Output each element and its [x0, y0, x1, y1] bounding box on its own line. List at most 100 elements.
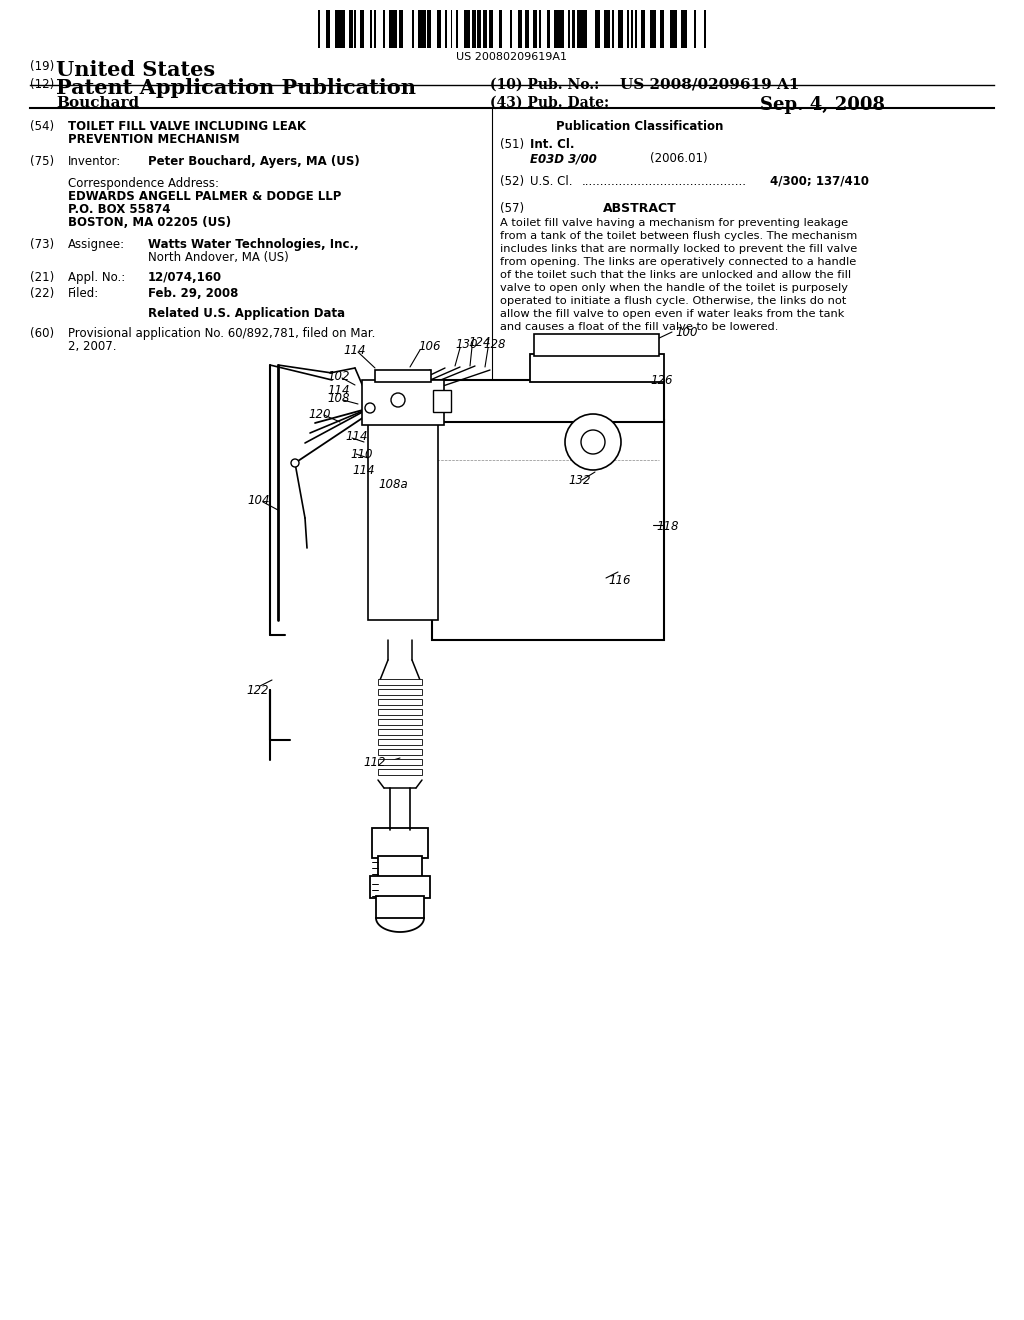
Bar: [525, 11, 529, 48]
Bar: [595, 11, 600, 48]
Text: 4/300; 137/410: 4/300; 137/410: [770, 176, 869, 187]
Bar: [378, 770, 422, 775]
Text: (43) Pub. Date:: (43) Pub. Date:: [490, 96, 609, 110]
Text: Appl. No.:: Appl. No.:: [68, 271, 125, 284]
Circle shape: [365, 403, 375, 413]
Bar: [412, 11, 414, 48]
Text: 118: 118: [656, 520, 679, 533]
Bar: [681, 11, 687, 48]
Bar: [378, 729, 422, 735]
Text: E03D 3/00: E03D 3/00: [530, 152, 597, 165]
Text: (73): (73): [30, 238, 54, 251]
Text: (75): (75): [30, 154, 54, 168]
Bar: [617, 11, 624, 48]
Bar: [534, 334, 659, 356]
Bar: [349, 11, 352, 48]
Text: Inventor:: Inventor:: [68, 154, 121, 168]
Bar: [635, 11, 637, 48]
Text: 128: 128: [483, 338, 506, 351]
Text: operated to initiate a flush cycle. Otherwise, the links do not: operated to initiate a flush cycle. Othe…: [500, 296, 847, 306]
Text: PREVENTION MECHANISM: PREVENTION MECHANISM: [68, 133, 240, 147]
Text: 132: 132: [568, 474, 591, 487]
Bar: [418, 11, 426, 48]
Bar: [398, 11, 402, 48]
Bar: [378, 759, 422, 766]
Circle shape: [565, 414, 621, 470]
Bar: [554, 11, 564, 48]
Text: (60): (60): [30, 327, 54, 341]
Text: Related U.S. Application Data: Related U.S. Application Data: [148, 308, 345, 319]
Text: 112: 112: [362, 756, 385, 770]
Text: 12/074,160: 12/074,160: [148, 271, 222, 284]
Bar: [378, 689, 422, 696]
Text: from opening. The links are operatively connected to a handle: from opening. The links are operatively …: [500, 257, 856, 267]
Text: Int. Cl.: Int. Cl.: [530, 139, 574, 150]
Bar: [378, 748, 422, 755]
Bar: [631, 11, 633, 48]
Bar: [650, 11, 656, 48]
Bar: [464, 11, 470, 48]
Bar: [427, 11, 431, 48]
Bar: [539, 11, 541, 48]
Bar: [383, 11, 385, 48]
Bar: [477, 11, 481, 48]
Text: 2, 2007.: 2, 2007.: [68, 341, 117, 352]
Text: Patent Application Publication: Patent Application Publication: [56, 78, 416, 98]
Text: Assignee:: Assignee:: [68, 238, 125, 251]
Text: from a tank of the toilet between flush cycles. The mechanism: from a tank of the toilet between flush …: [500, 231, 857, 242]
Text: 100: 100: [675, 326, 697, 338]
Bar: [472, 11, 475, 48]
Text: TOILET FILL VALVE INCLUDING LEAK: TOILET FILL VALVE INCLUDING LEAK: [68, 120, 306, 133]
Text: (57): (57): [500, 202, 524, 215]
Circle shape: [581, 430, 605, 454]
Bar: [444, 11, 446, 48]
Text: 124: 124: [468, 337, 490, 350]
Text: 108a: 108a: [378, 479, 408, 491]
Bar: [354, 11, 356, 48]
Bar: [335, 11, 345, 48]
Text: (54): (54): [30, 120, 54, 133]
Bar: [488, 11, 493, 48]
Bar: [378, 855, 422, 878]
Circle shape: [291, 459, 299, 467]
Text: and causes a float of the fill valve to be lowered.: and causes a float of the fill valve to …: [500, 322, 778, 333]
Bar: [510, 11, 512, 48]
Text: 130: 130: [455, 338, 477, 351]
Text: Correspondence Address:: Correspondence Address:: [68, 177, 219, 190]
Text: US 2008/0209619 A1: US 2008/0209619 A1: [620, 78, 800, 92]
Text: 114: 114: [345, 430, 368, 444]
Bar: [530, 354, 664, 381]
Bar: [705, 11, 706, 48]
Text: 116: 116: [608, 573, 631, 586]
Bar: [483, 11, 487, 48]
Text: Bouchard: Bouchard: [56, 96, 139, 110]
Bar: [670, 11, 677, 48]
Text: U.S. Cl.: U.S. Cl.: [530, 176, 572, 187]
Bar: [457, 11, 458, 48]
Text: Provisional application No. 60/892,781, filed on Mar.: Provisional application No. 60/892,781, …: [68, 327, 376, 341]
Bar: [433, 389, 451, 412]
Bar: [370, 11, 372, 48]
Circle shape: [391, 393, 406, 407]
Bar: [547, 11, 551, 48]
Text: Watts Water Technologies, Inc.,: Watts Water Technologies, Inc.,: [148, 238, 358, 251]
Text: 114: 114: [327, 384, 349, 396]
Bar: [437, 11, 441, 48]
Text: ............................................: ........................................…: [582, 176, 746, 187]
Bar: [451, 11, 453, 48]
Bar: [318, 11, 319, 48]
Text: Publication Classification: Publication Classification: [556, 120, 724, 133]
Bar: [375, 370, 431, 381]
Text: Peter Bouchard, Ayers, MA (US): Peter Bouchard, Ayers, MA (US): [148, 154, 359, 168]
Text: of the toilet such that the links are unlocked and allow the fill: of the toilet such that the links are un…: [500, 271, 851, 280]
Text: 110: 110: [350, 447, 373, 461]
Text: 114: 114: [352, 463, 375, 477]
Bar: [360, 11, 365, 48]
Text: 108: 108: [327, 392, 349, 405]
Bar: [518, 11, 521, 48]
Text: 114: 114: [343, 343, 366, 356]
Text: 122: 122: [246, 684, 268, 697]
Text: EDWARDS ANGELL PALMER & DODGE LLP: EDWARDS ANGELL PALMER & DODGE LLP: [68, 190, 341, 203]
Text: Sep. 4, 2008: Sep. 4, 2008: [760, 96, 885, 114]
Text: North Andover, MA (US): North Andover, MA (US): [148, 251, 289, 264]
